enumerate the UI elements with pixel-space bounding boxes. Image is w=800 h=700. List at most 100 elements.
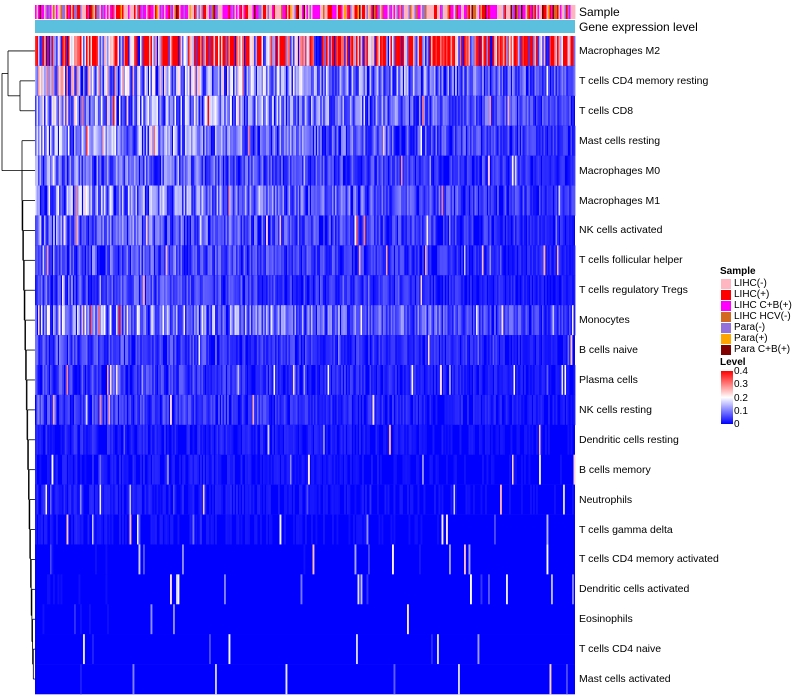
heatmap-cell — [320, 365, 322, 396]
heatmap-cell — [266, 484, 268, 515]
heatmap-cell — [68, 125, 70, 156]
heatmap-cell — [126, 305, 129, 336]
heatmap-cell — [167, 305, 169, 336]
heatmap-cell — [497, 185, 499, 216]
heatmap-cell — [332, 424, 334, 456]
heatmap-cell — [207, 155, 210, 186]
heatmap-cell — [330, 484, 333, 515]
heatmap-cell — [461, 155, 463, 186]
heatmap-cell — [473, 65, 475, 97]
heatmap-cell — [224, 335, 226, 366]
heatmap-cell — [393, 155, 396, 186]
heatmap-cell — [401, 275, 403, 306]
heatmap-cell — [186, 275, 189, 306]
heatmap-cell — [182, 245, 184, 276]
heatmap-cell — [218, 365, 220, 396]
sample-annotation-cell — [155, 5, 157, 19]
heatmap-cell — [534, 394, 537, 426]
heatmap-cell — [534, 275, 537, 306]
heatmap-cell — [398, 305, 400, 336]
heatmap-cell — [324, 245, 327, 276]
heatmap-cell — [47, 215, 49, 246]
heatmap-cell — [459, 36, 462, 67]
heatmap-cell — [446, 95, 448, 127]
sample-annotation-cell — [428, 5, 430, 19]
heatmap-cell — [359, 365, 361, 396]
heatmap-cell — [279, 514, 282, 545]
heatmap-cell — [336, 514, 339, 545]
heatmap-cell — [195, 36, 198, 67]
heatmap-cell — [135, 185, 138, 216]
heatmap-cell — [104, 185, 106, 216]
heatmap-cell — [447, 95, 450, 127]
heatmap-cell — [201, 215, 204, 246]
heatmap-cell — [248, 365, 250, 396]
heatmap-cell — [212, 514, 214, 545]
sample-annotation-cell — [359, 5, 361, 19]
heatmap-cell — [501, 95, 504, 127]
heatmap-cell — [476, 305, 478, 336]
heatmap-cell — [170, 394, 172, 426]
heatmap-cell — [269, 394, 271, 426]
heatmap-cell — [140, 185, 142, 216]
heatmap-cell — [230, 95, 232, 127]
heatmap-cell — [84, 65, 87, 97]
heatmap-cell — [167, 95, 169, 127]
heatmap-cell — [362, 424, 364, 456]
heatmap-cell — [236, 155, 238, 186]
heatmap-cell — [66, 185, 69, 216]
heatmap-cell — [402, 305, 405, 336]
heatmap-cell — [359, 275, 361, 306]
heatmap-cell — [329, 185, 331, 216]
heatmap-cell — [158, 95, 160, 127]
heatmap-cell — [437, 454, 439, 485]
heatmap-cell — [92, 245, 94, 276]
sample-annotation-cell — [299, 5, 301, 19]
heatmap-cell — [401, 335, 403, 366]
heatmap-cell — [93, 245, 96, 276]
heatmap-cell — [525, 36, 528, 67]
heatmap-cell — [38, 514, 40, 545]
heatmap-cell — [102, 65, 105, 97]
heatmap-cell — [84, 185, 87, 216]
heatmap-cell — [512, 365, 514, 396]
heatmap-cell — [41, 394, 43, 426]
heatmap-cell — [281, 394, 283, 426]
heatmap-cell — [446, 305, 448, 336]
heatmap-cell — [287, 65, 289, 97]
heatmap-cell — [188, 245, 190, 276]
heatmap-cell — [131, 424, 133, 456]
heatmap-cell — [410, 365, 412, 396]
heatmap-cell — [420, 185, 423, 216]
heatmap-cell — [177, 275, 180, 306]
heatmap-cell — [195, 65, 198, 97]
heatmap-cell — [252, 424, 255, 456]
heatmap-cell — [402, 36, 405, 67]
heatmap-cell — [201, 394, 204, 426]
heatmap-cell — [425, 335, 427, 366]
heatmap-cell — [161, 335, 163, 366]
sample-annotation-cell — [450, 5, 453, 19]
heatmap-cell — [549, 215, 552, 246]
heatmap-cell — [42, 125, 45, 156]
heatmap-cell — [344, 125, 346, 156]
heatmap-cell — [237, 305, 240, 336]
heatmap-cell — [450, 335, 453, 366]
heatmap-cell — [246, 484, 249, 515]
heatmap-cell — [141, 275, 144, 306]
heatmap-cell — [69, 245, 72, 276]
heatmap-cell — [83, 365, 85, 396]
heatmap-cell — [539, 335, 541, 366]
sample-annotation-cell — [276, 5, 279, 19]
sample-annotation-cell — [324, 5, 327, 19]
heatmap-cell — [405, 95, 408, 127]
heatmap-cell — [495, 95, 498, 127]
heatmap-cell — [530, 335, 532, 366]
heatmap-cell — [486, 65, 489, 97]
heatmap-cell — [144, 394, 147, 426]
heatmap-cell — [500, 95, 502, 127]
sample-annotation-cell — [149, 5, 151, 19]
heatmap-cell — [456, 36, 459, 67]
heatmap-cell — [80, 664, 82, 695]
heatmap-cell — [383, 424, 385, 456]
